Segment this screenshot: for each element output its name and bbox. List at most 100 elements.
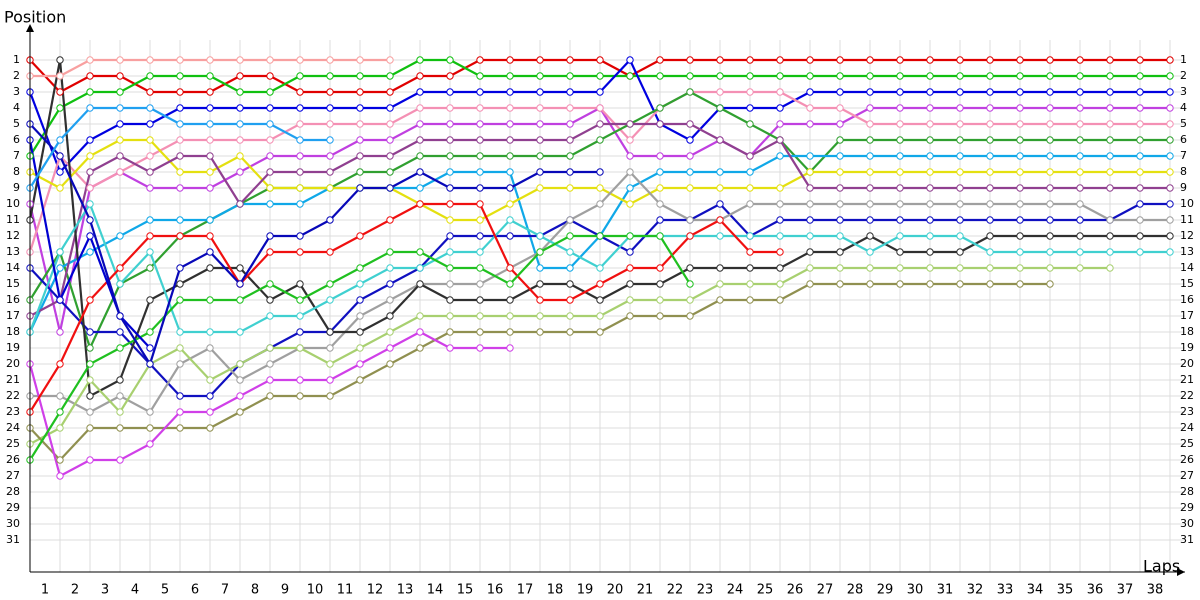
lap-marker xyxy=(626,280,634,288)
lap-marker xyxy=(206,408,214,416)
lap-marker xyxy=(296,120,304,128)
lap-marker xyxy=(206,328,214,336)
lap-marker xyxy=(536,56,544,64)
lap-marker xyxy=(146,56,154,64)
lap-marker xyxy=(1016,136,1024,144)
lap-marker xyxy=(1046,152,1054,160)
lap-marker xyxy=(236,120,244,128)
lap-marker xyxy=(1106,248,1114,256)
y-tick-label: 28 xyxy=(6,485,20,498)
lap-marker xyxy=(476,56,484,64)
lap-marker xyxy=(1166,104,1174,112)
lap-marker xyxy=(86,248,94,256)
x-tick-label: 21 xyxy=(637,583,654,598)
lap-marker xyxy=(326,376,334,384)
lap-marker xyxy=(56,184,64,192)
lap-marker xyxy=(296,280,304,288)
lap-marker xyxy=(356,360,364,368)
lap-marker xyxy=(626,56,634,64)
lap-marker xyxy=(866,280,874,288)
lap-marker xyxy=(236,88,244,96)
lap-marker xyxy=(626,248,634,256)
lap-marker xyxy=(296,104,304,112)
lap-marker xyxy=(146,424,154,432)
lap-marker xyxy=(1046,264,1054,272)
lap-marker xyxy=(956,280,964,288)
lap-marker xyxy=(296,56,304,64)
lap-marker xyxy=(776,248,784,256)
lap-marker xyxy=(1076,168,1084,176)
lap-marker xyxy=(1076,216,1084,224)
lap-marker xyxy=(566,136,574,144)
lap-marker xyxy=(896,136,904,144)
lap-marker xyxy=(506,232,514,240)
lap-marker xyxy=(446,104,454,112)
lap-marker xyxy=(866,88,874,96)
y-tick-label-right: 12 xyxy=(1180,229,1194,242)
lap-marker xyxy=(1016,88,1024,96)
lap-marker xyxy=(566,104,574,112)
lap-marker xyxy=(146,408,154,416)
lap-marker xyxy=(836,136,844,144)
lap-marker xyxy=(596,312,604,320)
lap-marker xyxy=(356,120,364,128)
y-tick-label: 26 xyxy=(6,453,20,466)
y-tick-label: 18 xyxy=(6,325,20,338)
lap-marker xyxy=(1136,136,1144,144)
lap-marker xyxy=(686,296,694,304)
lap-marker xyxy=(296,248,304,256)
lap-marker xyxy=(266,312,274,320)
lap-marker xyxy=(896,168,904,176)
y-tick-label: 12 xyxy=(6,229,20,242)
lap-marker xyxy=(236,296,244,304)
lap-marker xyxy=(956,72,964,80)
lap-marker xyxy=(116,232,124,240)
lap-marker xyxy=(746,184,754,192)
lap-marker xyxy=(146,136,154,144)
y-tick-label-right: 31 xyxy=(1180,533,1194,546)
lap-marker xyxy=(986,88,994,96)
lap-marker xyxy=(446,88,454,96)
lap-marker xyxy=(146,152,154,160)
lap-marker xyxy=(446,152,454,160)
lap-marker xyxy=(176,408,184,416)
lap-marker xyxy=(1046,120,1054,128)
lap-marker xyxy=(626,72,634,80)
lap-marker xyxy=(56,248,64,256)
lap-marker xyxy=(626,232,634,240)
y-tick-label-right: 20 xyxy=(1180,357,1194,370)
lap-marker xyxy=(596,328,604,336)
y-tick-label-right: 17 xyxy=(1180,309,1194,322)
x-tick-label: 4 xyxy=(131,583,139,598)
lap-marker xyxy=(86,328,94,336)
lap-marker xyxy=(1106,72,1114,80)
lap-marker xyxy=(716,216,724,224)
lap-marker xyxy=(176,152,184,160)
lap-marker xyxy=(386,104,394,112)
lap-marker xyxy=(206,264,214,272)
lap-marker xyxy=(1016,232,1024,240)
lap-marker xyxy=(236,280,244,288)
lap-marker xyxy=(476,312,484,320)
lap-marker xyxy=(1106,120,1114,128)
lap-marker xyxy=(1046,216,1054,224)
lap-marker xyxy=(1166,168,1174,176)
lap-marker xyxy=(56,408,64,416)
y-tick-label: 24 xyxy=(6,421,20,434)
lap-marker xyxy=(626,120,634,128)
y-tick-label: 7 xyxy=(13,149,20,162)
lap-marker xyxy=(416,88,424,96)
lap-marker xyxy=(536,296,544,304)
lap-marker xyxy=(266,296,274,304)
lap-marker xyxy=(116,408,124,416)
lap-marker xyxy=(986,216,994,224)
lap-marker xyxy=(986,136,994,144)
lap-marker xyxy=(1046,280,1054,288)
x-tick-label: 29 xyxy=(877,583,894,598)
lap-marker xyxy=(1046,200,1054,208)
lap-marker xyxy=(566,264,574,272)
y-axis-label: Position xyxy=(4,8,66,27)
lap-marker xyxy=(656,280,664,288)
lap-marker xyxy=(776,280,784,288)
lap-marker xyxy=(1016,216,1024,224)
